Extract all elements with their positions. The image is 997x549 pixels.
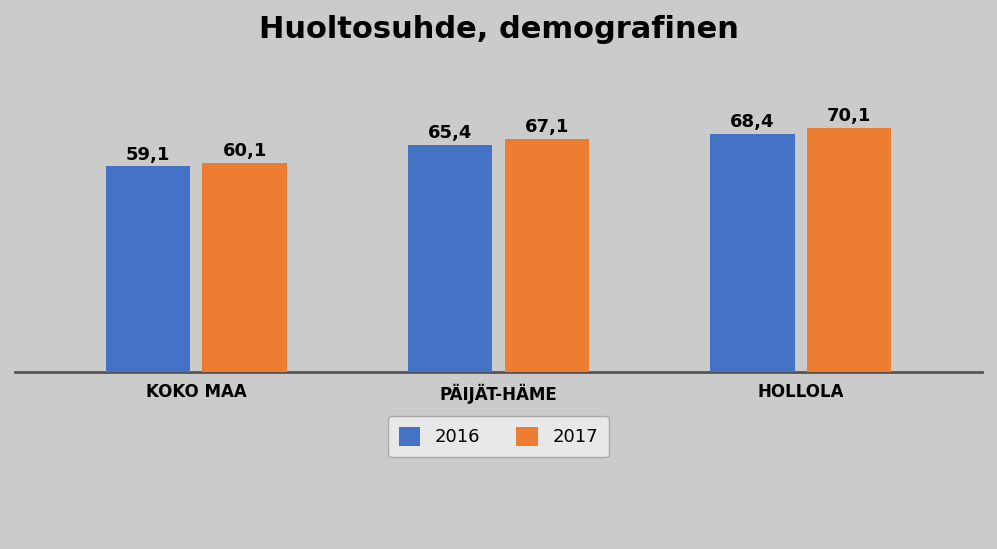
Bar (408, 144, 493, 372)
Text: 70,1: 70,1 (827, 108, 871, 125)
Text: 65,4: 65,4 (428, 124, 473, 142)
Text: 68,4: 68,4 (730, 113, 775, 131)
Bar (202, 163, 287, 372)
Title: Huoltosuhde, demografinen: Huoltosuhde, demografinen (258, 15, 739, 44)
Text: 60,1: 60,1 (222, 142, 267, 160)
Bar (710, 134, 795, 372)
Text: 67,1: 67,1 (524, 118, 569, 136)
Legend: 2016, 2017: 2016, 2017 (388, 416, 609, 457)
Text: 59,1: 59,1 (126, 145, 170, 164)
Bar (106, 166, 190, 372)
Bar (807, 128, 891, 372)
Bar (504, 138, 589, 372)
